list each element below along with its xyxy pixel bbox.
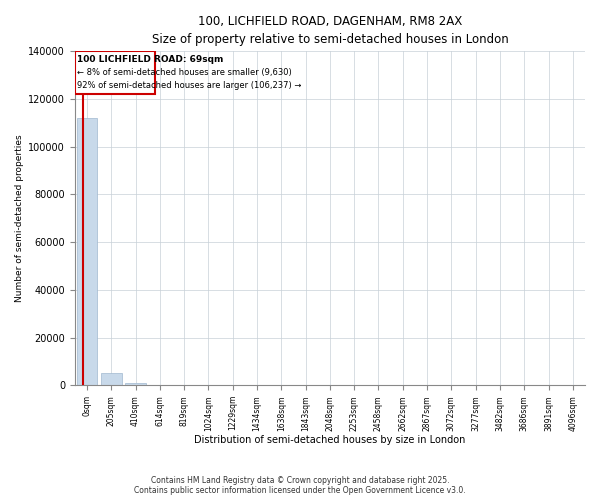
Text: Contains HM Land Registry data © Crown copyright and database right 2025.
Contai: Contains HM Land Registry data © Crown c… xyxy=(134,476,466,495)
Title: 100, LICHFIELD ROAD, DAGENHAM, RM8 2AX
Size of property relative to semi-detache: 100, LICHFIELD ROAD, DAGENHAM, RM8 2AX S… xyxy=(152,15,508,46)
Text: 92% of semi-detached houses are larger (106,237) →: 92% of semi-detached houses are larger (… xyxy=(77,81,301,90)
X-axis label: Distribution of semi-detached houses by size in London: Distribution of semi-detached houses by … xyxy=(194,435,466,445)
Bar xyxy=(125,384,146,386)
Text: 100 LICHFIELD ROAD: 69sqm: 100 LICHFIELD ROAD: 69sqm xyxy=(77,54,223,64)
Bar xyxy=(149,384,170,386)
Text: ← 8% of semi-detached houses are smaller (9,630): ← 8% of semi-detached houses are smaller… xyxy=(77,68,292,78)
Bar xyxy=(77,118,97,386)
Y-axis label: Number of semi-detached properties: Number of semi-detached properties xyxy=(15,134,24,302)
Bar xyxy=(75,52,155,94)
Bar xyxy=(101,373,122,386)
